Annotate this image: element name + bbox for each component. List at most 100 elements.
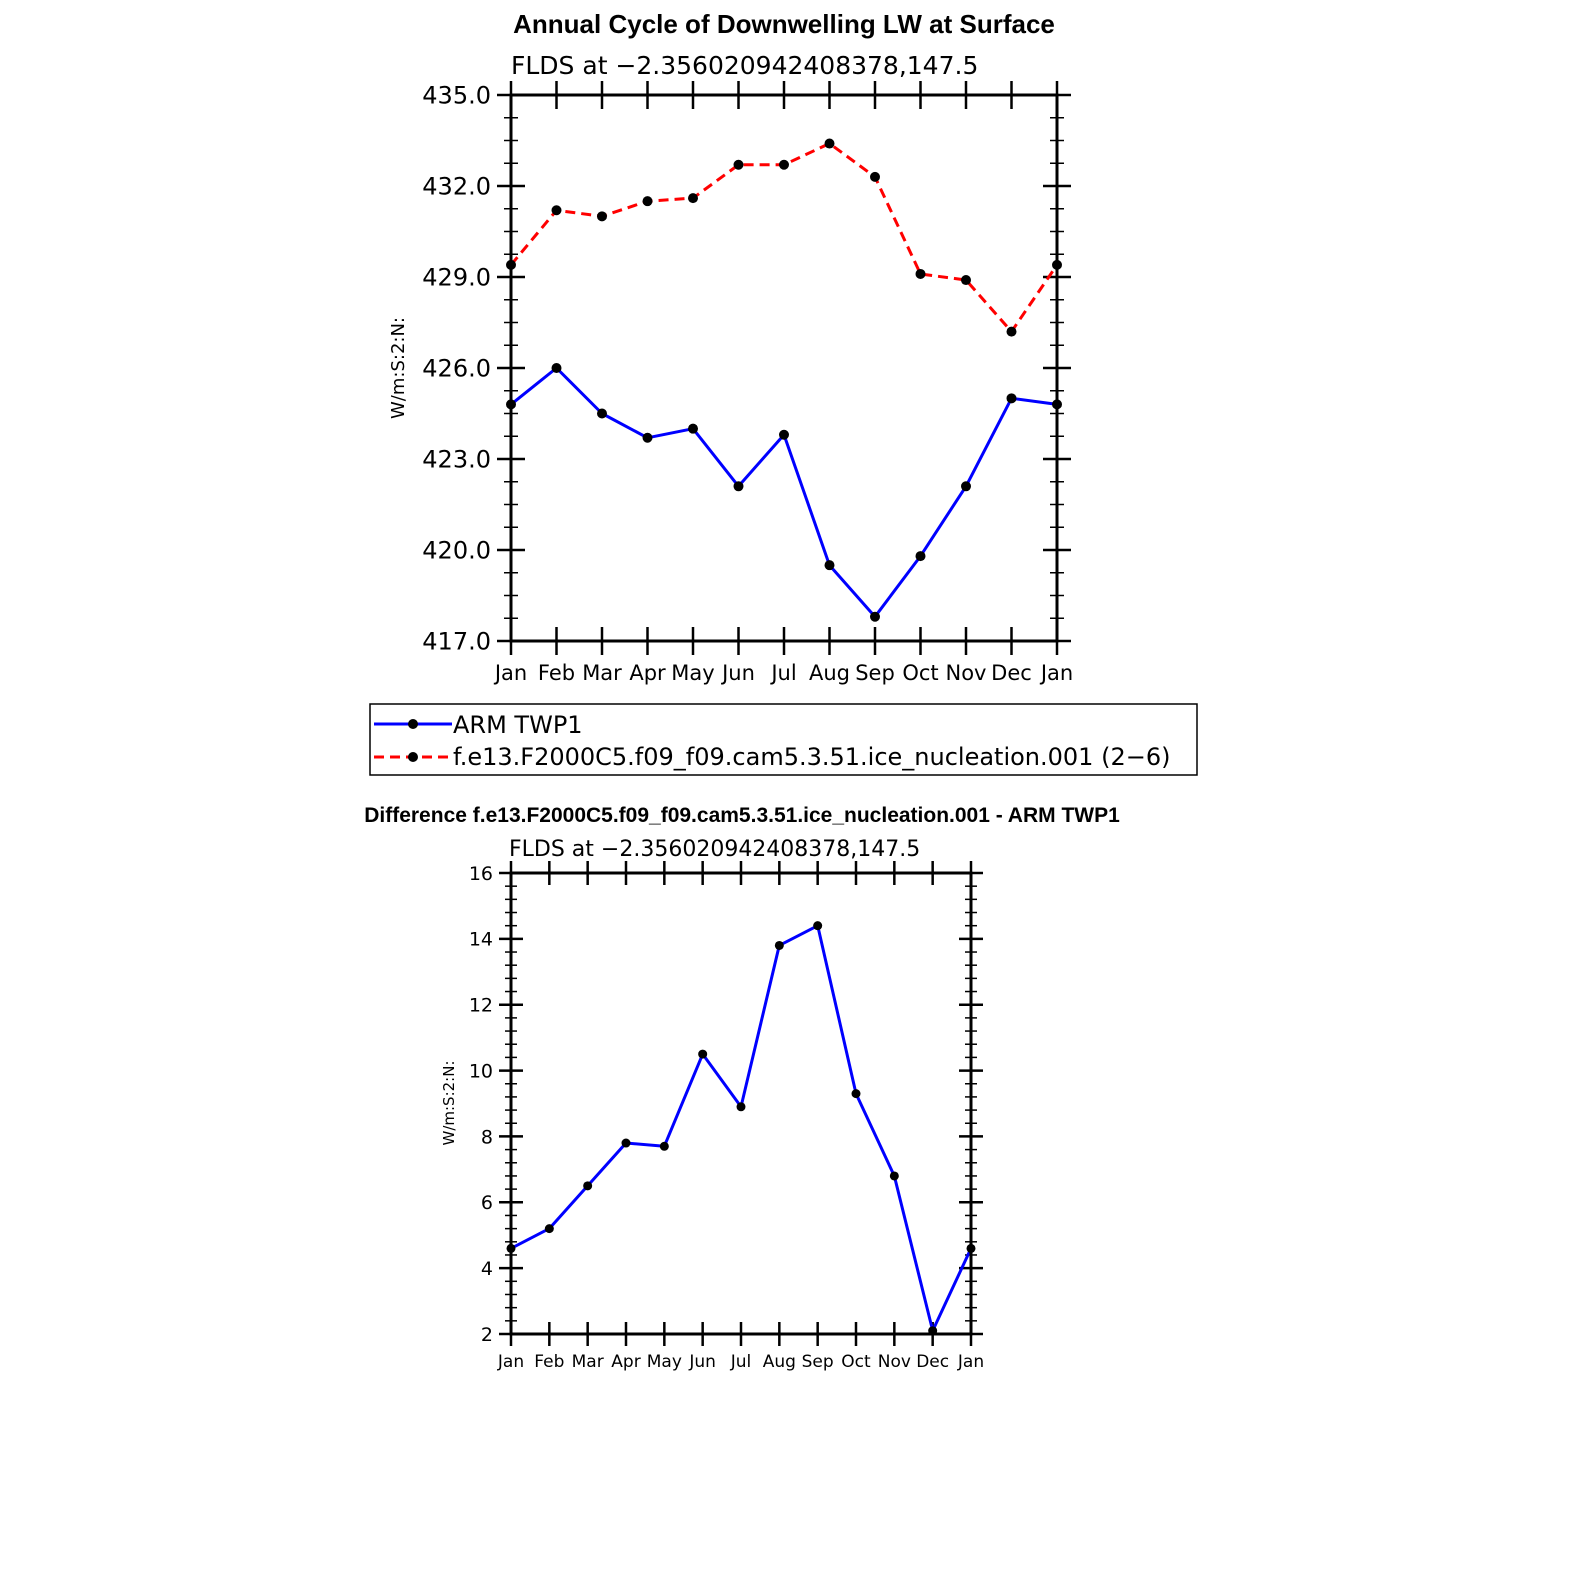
x-tick-label: Nov — [946, 661, 987, 685]
data-point — [774, 940, 784, 950]
x-tick-label: May — [647, 1352, 682, 1372]
data-point — [961, 275, 971, 286]
plot-frame — [509, 93, 1059, 643]
legend-marker-model — [408, 752, 418, 762]
data-point — [733, 481, 744, 492]
x-tick-label: Dec — [916, 1352, 949, 1372]
x-tick-label: Jun — [720, 661, 755, 685]
legend-label-arm-twp1: ARM TWP1 — [453, 711, 583, 739]
y-tick-label: 420.0 — [422, 537, 491, 565]
y-tick-label: 429.0 — [422, 264, 491, 292]
x-tick-label: Nov — [878, 1352, 911, 1372]
y-tick-label: 10 — [469, 1060, 493, 1082]
x-tick-label: Mar — [572, 1352, 604, 1372]
data-point — [813, 921, 823, 931]
chart-title: Difference f.e13.F2000C5.f09_f09.cam5.3.… — [364, 804, 1120, 827]
data-point — [870, 171, 880, 182]
data-point — [824, 560, 835, 571]
data-point — [870, 611, 880, 622]
y-tick-labels: 2 4 6 8 10 12 14 16 — [469, 863, 493, 1346]
x-tick-label: Apr — [611, 1352, 640, 1372]
data-point — [915, 551, 926, 562]
x-tick-label: Jan — [493, 661, 527, 685]
y-axis-label: W/m:S:2:N: — [440, 1061, 458, 1146]
y-tick-label: 12 — [469, 995, 493, 1017]
plot-frame — [509, 871, 973, 1336]
data-point — [915, 268, 926, 279]
data-point — [889, 1171, 899, 1181]
y-tick-label: 423.0 — [422, 446, 491, 474]
series-line-1 — [509, 142, 1059, 334]
x-tick-labels: Jan Feb Mar Apr May Jun Jul Aug Sep Oct Nov Dec Jan — [497, 1352, 984, 1372]
y-tick-labels: 417.0 420.0 423.0 426.0 429.0 432.0 435.0 — [422, 82, 491, 656]
data-point — [733, 159, 744, 170]
data-point — [621, 1138, 631, 1148]
data-point — [642, 196, 653, 207]
chart-subtitle: FLDS at −2.356020942408378,147.5 — [511, 51, 978, 80]
data-point — [551, 205, 562, 216]
chart-title: Annual Cycle of Downwelling LW at Surfac… — [513, 9, 1055, 39]
x-tick-label: Jun — [688, 1352, 716, 1372]
y-axis-label: W/m:S:2:N: — [388, 317, 409, 419]
y-tick-label: 426.0 — [422, 355, 491, 383]
x-tick-label: Sep — [855, 661, 895, 685]
x-tick-label: Jul — [769, 661, 796, 685]
x-tick-label: Aug — [763, 1352, 796, 1372]
y-tick-label: 435.0 — [422, 82, 491, 110]
x-tick-label: Jul — [730, 1352, 752, 1372]
y-tick-label: 6 — [481, 1192, 493, 1214]
series-line-0 — [510, 924, 973, 1333]
data-point — [688, 193, 698, 204]
data-point — [642, 432, 653, 443]
x-tick-label: Mar — [582, 661, 622, 685]
data-point — [698, 1049, 708, 1059]
data-point — [688, 423, 698, 434]
data-point — [824, 138, 835, 149]
x-tick-label: Jan — [957, 1352, 984, 1372]
x-tick-label: Oct — [902, 661, 938, 685]
y-tick-label: 16 — [469, 863, 493, 885]
x-tick-labels: Jan Feb Mar Apr May Jun Jul Aug Sep Oct Nov Dec Jan — [493, 661, 1073, 685]
y-tick-label: 417.0 — [422, 628, 491, 656]
legend-box — [369, 703, 1198, 776]
y-tick-label: 2 — [481, 1324, 493, 1346]
data-point — [1006, 326, 1017, 337]
data-point — [597, 211, 607, 222]
data-point — [736, 1102, 746, 1112]
data-point — [597, 408, 607, 419]
data-point — [961, 481, 971, 492]
x-tick-label: Dec — [991, 661, 1032, 685]
series-line-0 — [510, 366, 1058, 619]
y-tick-label: 4 — [481, 1258, 493, 1280]
x-tick-label: Feb — [538, 661, 575, 685]
data-point — [1006, 393, 1017, 404]
legend-item-arm-twp1: ARM TWP1 — [374, 711, 583, 739]
data-point — [851, 1089, 861, 1099]
series-group — [506, 138, 1062, 622]
x-tick-label: Aug — [809, 661, 850, 685]
x-tick-label: Feb — [534, 1352, 564, 1372]
x-tick-label: Oct — [841, 1352, 871, 1372]
data-point — [583, 1181, 593, 1191]
chart-annual-cycle: Annual Cycle of Downwelling LW at Surfac… — [369, 9, 1198, 776]
x-tick-label: Jan — [1039, 661, 1073, 685]
legend-marker-arm-twp1 — [408, 719, 418, 729]
data-point — [551, 363, 562, 373]
x-tick-label: Apr — [629, 661, 666, 685]
legend: ARM TWP1 f.e13.F2000C5.f09_f09.cam5.3.51… — [369, 703, 1198, 776]
legend-item-model: f.e13.F2000C5.f09_f09.cam5.3.51.ice_nucl… — [374, 743, 1170, 771]
data-point — [779, 429, 789, 440]
chart-subtitle: FLDS at −2.356020942408378,147.5 — [509, 837, 920, 862]
y-tick-label: 14 — [469, 929, 493, 951]
data-point — [659, 1141, 669, 1151]
y-tick-label: 432.0 — [422, 173, 491, 201]
chart-difference: Difference f.e13.F2000C5.f09_f09.cam5.3.… — [364, 804, 1120, 1372]
x-tick-label: Jan — [497, 1352, 524, 1372]
legend-label-model: f.e13.F2000C5.f09_f09.cam5.3.51.ice_nucl… — [453, 743, 1170, 771]
data-point — [779, 159, 789, 170]
y-tick-label: 8 — [481, 1126, 493, 1148]
data-point — [544, 1224, 554, 1234]
series-group — [506, 921, 976, 1336]
x-tick-label: May — [671, 661, 714, 685]
